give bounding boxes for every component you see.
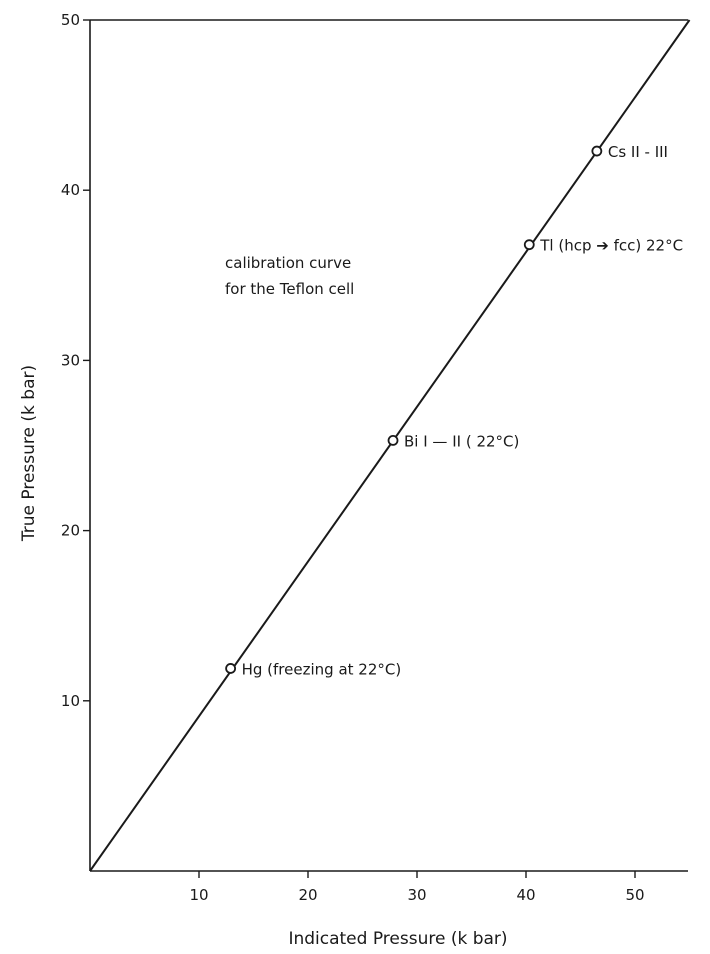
data-point-label-1: Bi I — II ( 22°C) [404,432,519,450]
calibration-points: Hg (freezing at 22°C) Bi I — II ( 22°C) Tl… [225,143,683,678]
x-tick-label-10: 10 [189,886,208,904]
data-point-label-0: Hg (freezing at 22°C) [242,660,402,678]
y-axis-ticks: 10 20 30 40 50 [61,11,90,710]
x-tick-label-50: 50 [625,886,644,904]
x-tick-label-30: 30 [407,886,426,904]
x-tick-label-40: 40 [516,886,535,904]
y-tick-label-30: 30 [61,351,80,369]
series-layer [89,19,691,872]
data-point-label-2: Tl (hcp ➔ fcc) 22°C [539,237,683,255]
data-point-2 [523,239,535,251]
annotation-line-1: calibration curve [225,254,351,272]
x-tick-label-20: 20 [298,886,317,904]
data-point-label-3: Cs II - III [608,143,668,161]
y-tick-label-10: 10 [61,692,80,710]
calibration-line-0 [89,19,691,872]
y-axis-label: True Pressure (k bar) [19,365,39,542]
data-point-0 [225,663,237,674]
y-tick-label-50: 50 [61,11,80,29]
y-tick-label-20: 20 [61,522,80,540]
data-point-1 [387,434,399,446]
x-axis-ticks: 10 20 30 40 50 [189,871,645,904]
axes [89,19,688,872]
x-axis-label: Indicated Pressure (k bar) [288,929,507,949]
annotation-line-2: for the Teflon cell [225,280,354,298]
data-point-3 [591,145,603,157]
y-tick-label-40: 40 [61,181,80,199]
